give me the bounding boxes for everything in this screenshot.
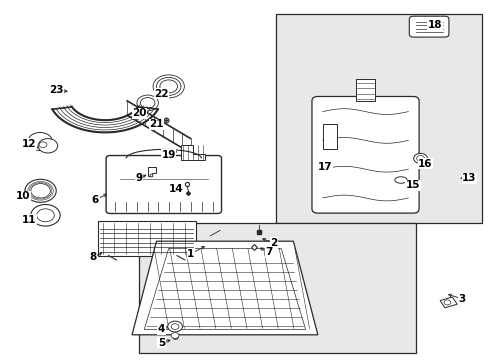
Circle shape — [39, 142, 47, 148]
Circle shape — [171, 324, 179, 329]
FancyBboxPatch shape — [408, 16, 448, 37]
Text: 21: 21 — [149, 119, 163, 129]
Text: 19: 19 — [161, 150, 176, 160]
Circle shape — [38, 139, 58, 153]
Text: 8: 8 — [89, 252, 96, 262]
Bar — [355, 79, 375, 101]
Text: 20: 20 — [132, 108, 146, 118]
Circle shape — [167, 321, 182, 332]
Bar — [139, 223, 415, 353]
Circle shape — [413, 153, 427, 163]
FancyBboxPatch shape — [311, 96, 418, 213]
Ellipse shape — [394, 177, 406, 183]
Circle shape — [31, 204, 60, 226]
Text: 18: 18 — [427, 20, 442, 30]
Circle shape — [31, 184, 50, 198]
Circle shape — [25, 179, 56, 202]
Text: 15: 15 — [405, 180, 420, 190]
Text: 13: 13 — [461, 173, 476, 183]
Text: 16: 16 — [417, 159, 432, 169]
Text: 9: 9 — [136, 173, 142, 183]
Circle shape — [443, 300, 450, 305]
Circle shape — [171, 333, 179, 338]
Text: 12: 12 — [22, 139, 37, 149]
Text: 11: 11 — [22, 215, 37, 225]
Text: 5: 5 — [158, 338, 164, 348]
Circle shape — [28, 132, 52, 150]
Text: 22: 22 — [154, 89, 168, 99]
Bar — [322, 124, 337, 149]
Polygon shape — [181, 145, 205, 160]
Text: 14: 14 — [168, 184, 183, 194]
Text: 10: 10 — [16, 191, 31, 201]
Polygon shape — [439, 297, 456, 308]
Text: 6: 6 — [92, 195, 99, 205]
Bar — [276, 14, 481, 223]
Text: 2: 2 — [270, 238, 277, 248]
Polygon shape — [147, 167, 155, 176]
Text: 17: 17 — [317, 162, 332, 172]
Text: 1: 1 — [187, 249, 194, 259]
Text: 23: 23 — [49, 85, 63, 95]
Text: 3: 3 — [458, 294, 465, 304]
FancyBboxPatch shape — [106, 156, 221, 213]
Bar — [98, 221, 195, 256]
Circle shape — [37, 209, 54, 222]
Circle shape — [416, 156, 424, 161]
Text: 4: 4 — [157, 324, 165, 334]
Text: 7: 7 — [264, 247, 272, 257]
Polygon shape — [132, 241, 317, 335]
